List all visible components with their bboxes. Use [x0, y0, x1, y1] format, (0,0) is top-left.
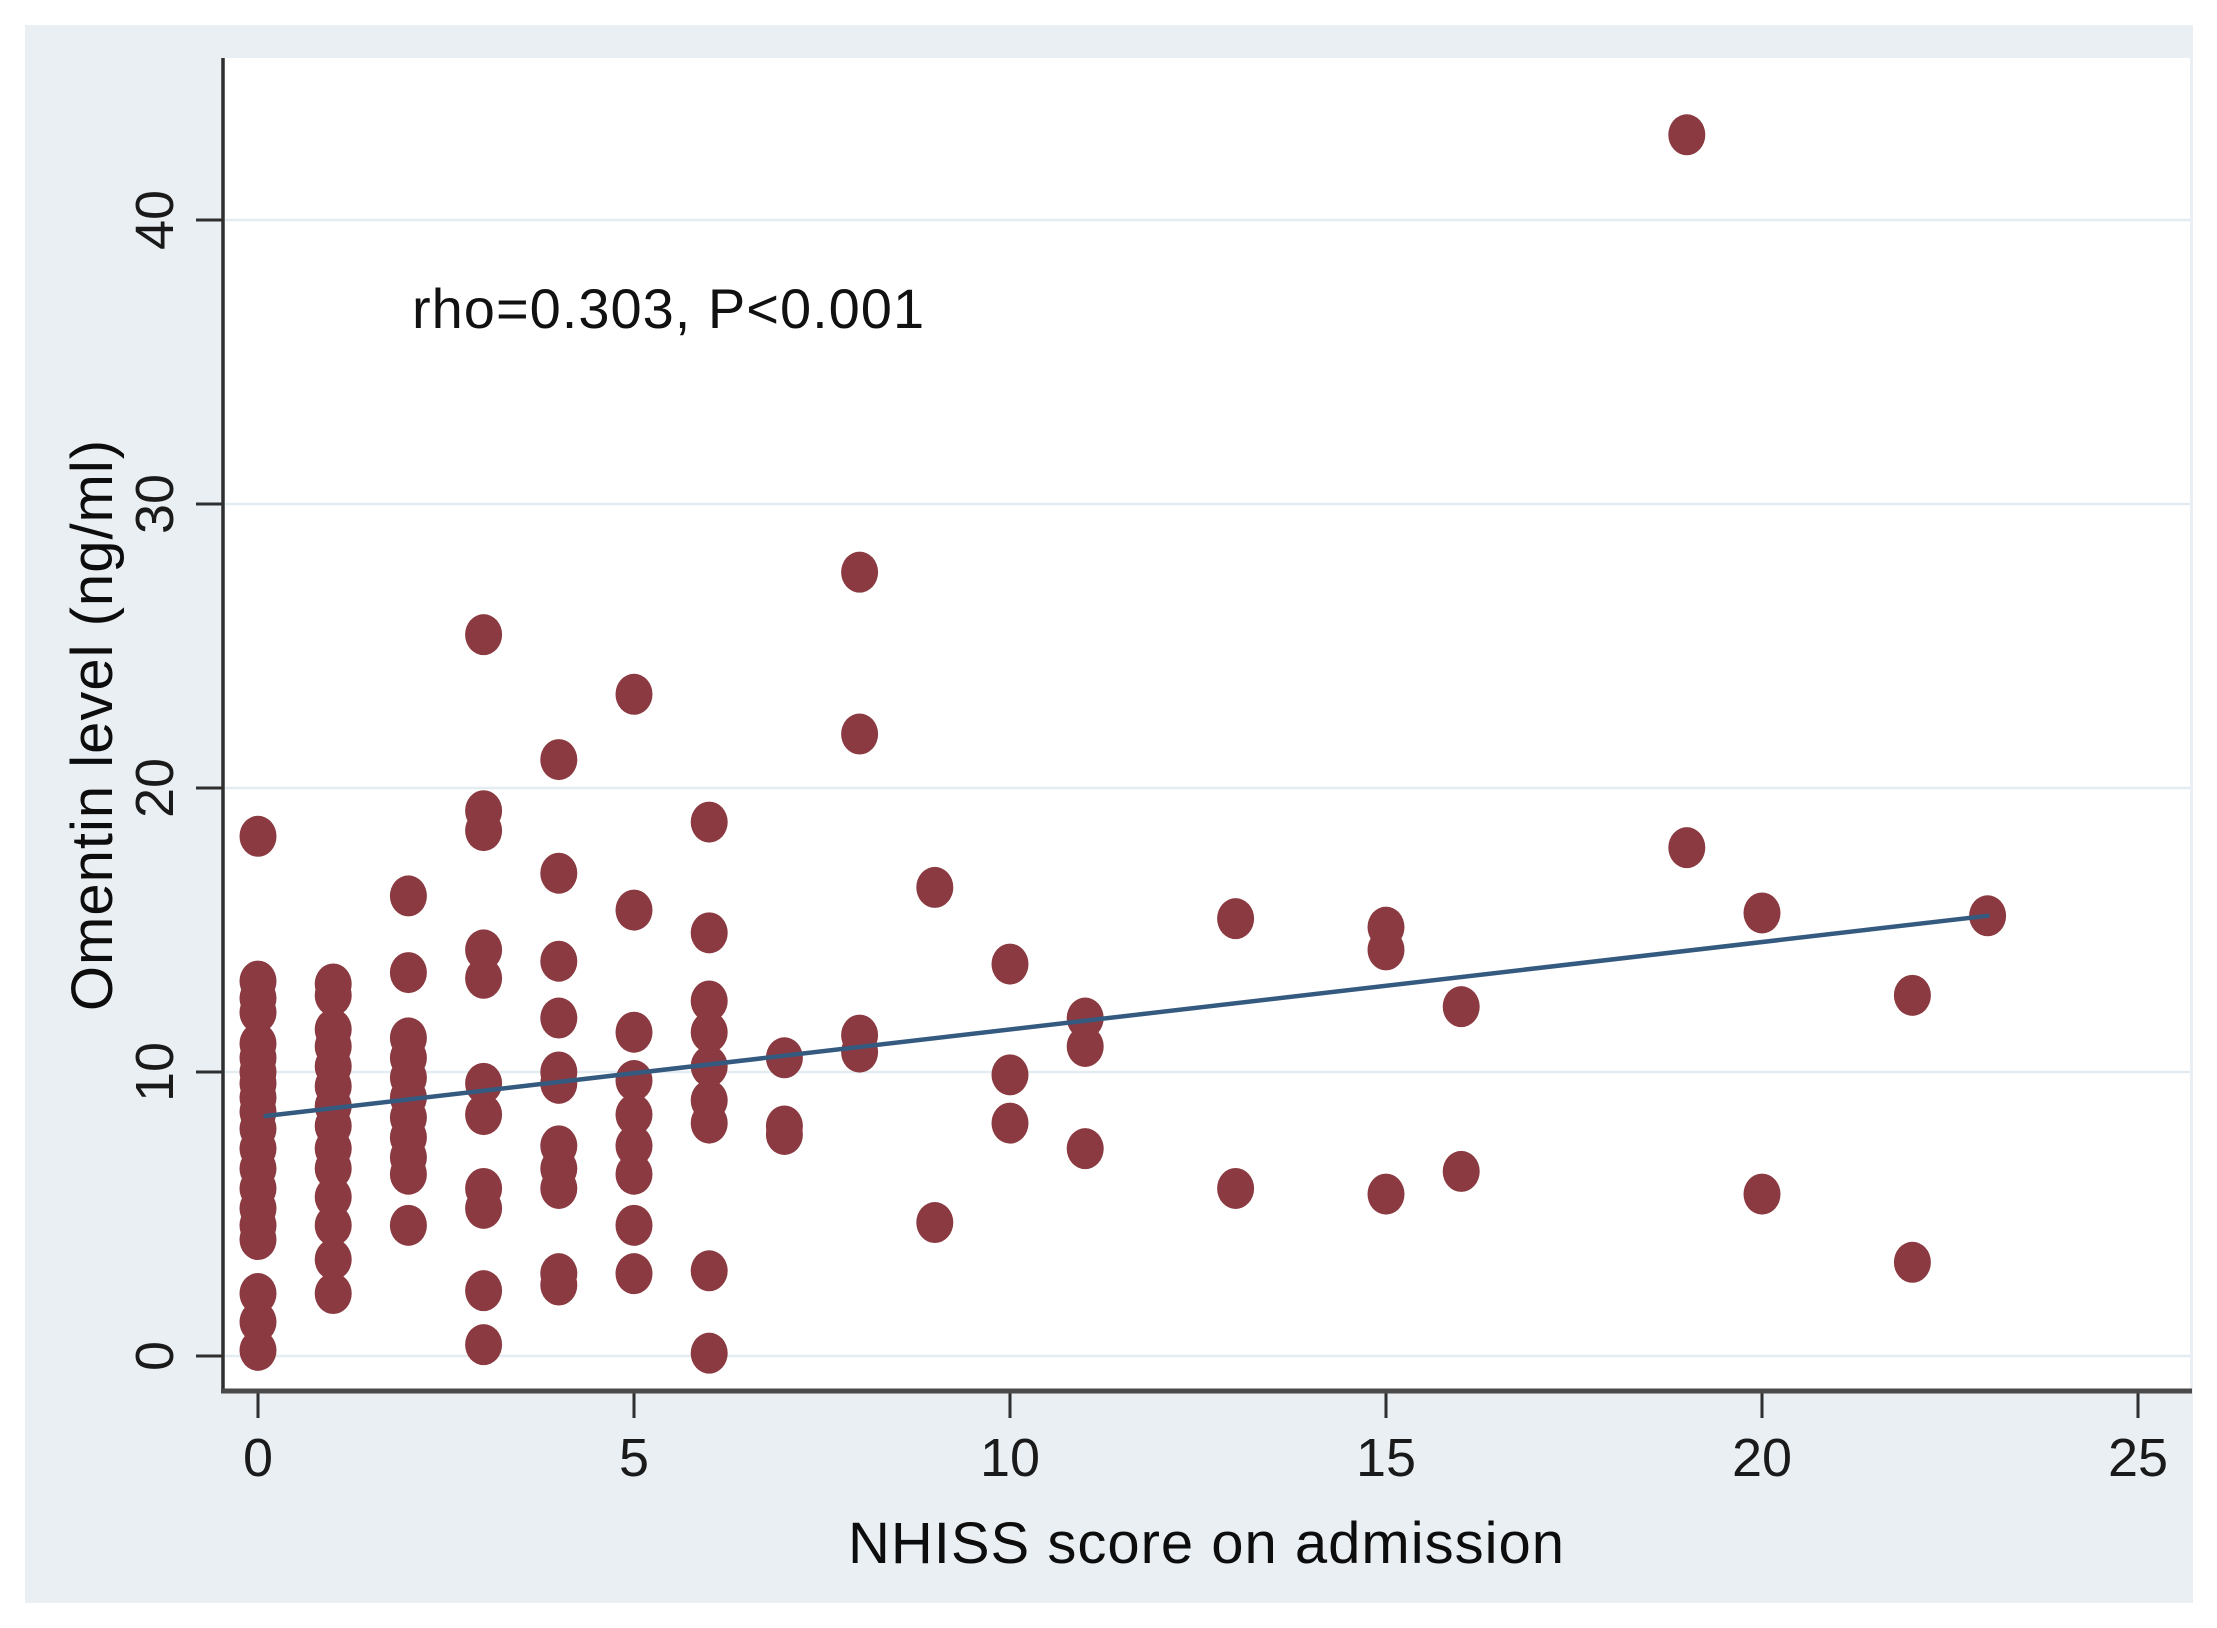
data-point [615, 1094, 653, 1136]
data-point [465, 1324, 503, 1366]
data-point [615, 673, 653, 715]
data-point [465, 1187, 503, 1229]
data-point [314, 1148, 352, 1190]
data-point [239, 815, 277, 857]
data-point [1217, 1167, 1255, 1209]
y-tick-label: 30 [125, 474, 185, 534]
data-point [1668, 114, 1706, 156]
data-point [389, 1153, 427, 1195]
data-point [841, 1031, 879, 1073]
y-axis-title: Omentin level (ng/ml) [60, 438, 125, 1012]
data-point [615, 1011, 653, 1053]
data-point [1893, 974, 1931, 1016]
data-point [239, 1301, 277, 1343]
data-point [841, 713, 879, 755]
y-tick-label: 20 [125, 758, 185, 818]
data-point [690, 912, 728, 954]
data-point [1367, 1173, 1405, 1215]
data-point [540, 1167, 578, 1209]
data-point [991, 943, 1029, 985]
x-tick-label: 10 [980, 1428, 1040, 1488]
data-point [841, 551, 879, 593]
data-point [1442, 1150, 1480, 1192]
data-point [615, 889, 653, 931]
data-point [314, 974, 352, 1016]
data-point [1066, 997, 1104, 1039]
data-point [465, 1270, 503, 1312]
data-point [615, 1253, 653, 1295]
data-point [465, 929, 503, 971]
data-point [465, 957, 503, 999]
data-point [389, 952, 427, 994]
data-point [991, 1102, 1029, 1144]
x-tick-label: 0 [243, 1428, 273, 1488]
data-point [465, 810, 503, 852]
data-point [615, 1153, 653, 1195]
data-point [314, 1204, 352, 1246]
x-axis-title: NHISS score on admission [847, 1511, 1566, 1576]
data-point [239, 991, 277, 1033]
data-point [540, 1264, 578, 1306]
data-point [1893, 1241, 1931, 1283]
correlation-annotation: rho=0.303, P<0.001 [412, 277, 926, 340]
x-tick-label: 5 [619, 1428, 649, 1488]
x-tick-label: 25 [2108, 1428, 2168, 1488]
x-tick-label: 15 [1356, 1428, 1416, 1488]
data-point [991, 1054, 1029, 1096]
data-point [1367, 929, 1405, 971]
data-point [314, 1273, 352, 1315]
data-point [1668, 827, 1706, 869]
y-tick-label: 10 [125, 1042, 185, 1102]
data-point [540, 739, 578, 781]
data-point [1066, 1128, 1104, 1170]
data-point [690, 1332, 728, 1374]
data-point [540, 940, 578, 982]
x-tick-label: 20 [1732, 1428, 1792, 1488]
data-point [1442, 986, 1480, 1028]
data-point [540, 997, 578, 1039]
data-point [239, 1219, 277, 1261]
data-point [465, 614, 503, 656]
data-point [239, 1329, 277, 1371]
data-point [239, 1273, 277, 1315]
data-point [690, 980, 728, 1022]
data-point [1743, 1173, 1781, 1215]
y-tick-label: 0 [125, 1341, 185, 1371]
plot-area [224, 58, 2190, 1391]
data-point [389, 1204, 427, 1246]
data-point [690, 1102, 728, 1144]
data-point [1217, 898, 1255, 940]
data-point [314, 1238, 352, 1280]
data-point [690, 1011, 728, 1053]
data-point [389, 875, 427, 917]
data-point [1743, 892, 1781, 934]
data-point [465, 1094, 503, 1136]
data-point [690, 801, 728, 843]
y-tick-label: 40 [125, 190, 185, 250]
data-point [615, 1125, 653, 1167]
data-point [1066, 1025, 1104, 1067]
data-point [690, 1250, 728, 1292]
data-point [615, 1204, 653, 1246]
data-point [916, 1202, 954, 1244]
data-point [916, 866, 954, 908]
trend-line [263, 913, 1990, 1119]
data-point [314, 1176, 352, 1218]
data-point [540, 852, 578, 894]
data-point [765, 1113, 803, 1155]
